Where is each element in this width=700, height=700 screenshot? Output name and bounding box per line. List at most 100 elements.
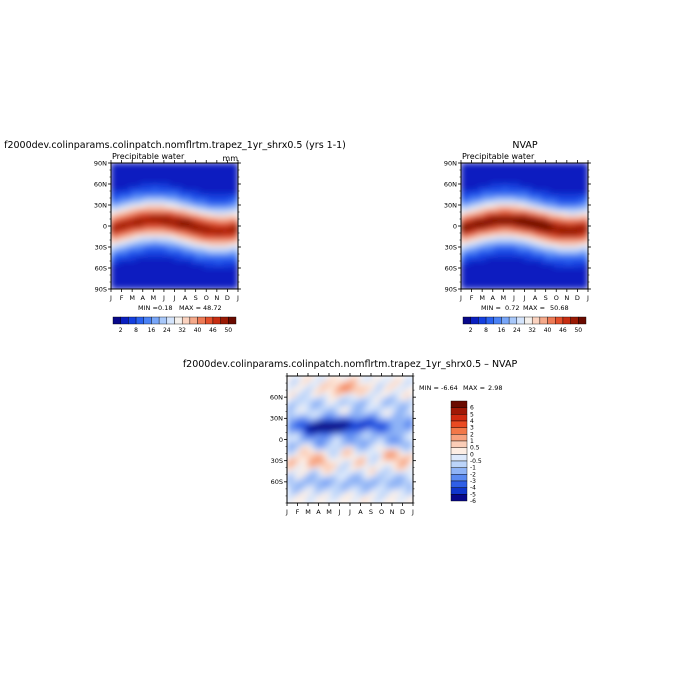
field-cell: [400, 492, 405, 497]
field-cell: [127, 208, 133, 213]
field-cell: [532, 243, 538, 248]
field-cell: [358, 400, 363, 405]
field-cell: [212, 211, 218, 216]
field-cell: [507, 274, 513, 279]
field-cell: [549, 222, 555, 227]
field-cell: [320, 495, 326, 500]
field-cell: [229, 180, 235, 185]
field-cell: [337, 456, 342, 462]
field-cell: [207, 274, 213, 279]
field-cell: [195, 197, 201, 202]
field-cell: [408, 499, 413, 503]
field-cell: [566, 271, 572, 276]
field-cell: [374, 417, 380, 423]
field-cell: [400, 488, 405, 493]
field-cell: [400, 410, 405, 416]
field-cell: [212, 204, 218, 209]
field-cell: [461, 271, 466, 276]
field-cell: [216, 180, 222, 185]
field-cell: [507, 176, 513, 181]
field-cell: [507, 208, 513, 213]
field-cell: [341, 424, 347, 430]
field-cell: [131, 183, 137, 188]
field-cell: [549, 176, 555, 181]
field-cell: [203, 285, 209, 289]
field-cell: [123, 271, 129, 276]
field-cell: [320, 453, 326, 458]
field-cell: [131, 166, 137, 171]
field-cell: [127, 253, 133, 258]
field-cell: [553, 267, 559, 272]
colorbar-box: [228, 316, 237, 325]
field-cell: [502, 215, 508, 220]
field-cell: [387, 403, 393, 409]
field-cell: [165, 208, 171, 213]
field-cell: [395, 421, 401, 426]
field-cell: [295, 470, 300, 476]
field-cell: [220, 236, 226, 241]
panel-model-title: f2000dev.colinparams.colinpatch.nomflrtm…: [4, 140, 346, 151]
field-cell: [174, 236, 180, 241]
field-cell: [303, 414, 309, 419]
field-cell: [307, 467, 313, 472]
field-cell: [299, 393, 305, 398]
field-cell: [303, 484, 309, 490]
field-cell: [307, 488, 313, 493]
field-cell: [123, 281, 129, 286]
field-cell: [362, 417, 368, 423]
field-cell: [511, 285, 517, 289]
field-cell: [186, 204, 192, 209]
field-cell: [341, 446, 347, 451]
field-cell: [324, 470, 330, 476]
field-cell: [519, 278, 525, 283]
field-cell: [299, 474, 305, 479]
field-cell: [349, 421, 355, 426]
field-cell: [532, 281, 538, 286]
field-cell: [290, 428, 296, 433]
field-cell: [332, 403, 338, 409]
field-cell: [316, 410, 321, 416]
panel-nvap-colorbar: 2 8 16 24 32 40 46 50: [462, 316, 587, 334]
field-cell: [562, 232, 568, 237]
field-cell: [320, 386, 326, 391]
field-cell: [337, 442, 342, 447]
field-cell: [114, 163, 120, 167]
field-cell: [287, 424, 292, 430]
field-cell: [119, 271, 125, 276]
field-cell: [379, 400, 384, 405]
field-cell: [536, 267, 542, 272]
field-cell: [111, 267, 116, 272]
field-cell: [464, 211, 470, 216]
field-cell: [383, 376, 389, 380]
field-cell: [374, 382, 380, 387]
field-cell: [229, 201, 235, 206]
field-cell: [174, 253, 180, 258]
field-cell: [370, 460, 376, 465]
field-cell: [395, 460, 401, 465]
field-cell: [374, 477, 380, 483]
field-cell: [502, 173, 508, 178]
field-cell: [536, 166, 542, 171]
field-cell: [191, 281, 197, 286]
field-cell: [220, 176, 226, 181]
field-cell: [224, 211, 230, 216]
field-cell: [477, 180, 483, 185]
field-cell: [148, 197, 154, 202]
field-cell: [383, 460, 389, 465]
field-cell: [199, 183, 205, 188]
field-cell: [320, 488, 326, 493]
field-cell: [111, 166, 116, 171]
field-cell: [195, 257, 201, 262]
field-cell: [328, 499, 334, 503]
field-cell: [131, 236, 137, 241]
field-cell: [212, 201, 218, 206]
field-cell: [174, 211, 180, 216]
field-cell: [477, 278, 483, 283]
field-cell: [229, 253, 235, 258]
field-cell: [199, 173, 205, 178]
field-cell: [391, 460, 397, 465]
field-cell: [583, 246, 588, 251]
field-cell: [290, 499, 296, 503]
field-cell: [583, 187, 588, 192]
field-cell: [464, 246, 470, 251]
